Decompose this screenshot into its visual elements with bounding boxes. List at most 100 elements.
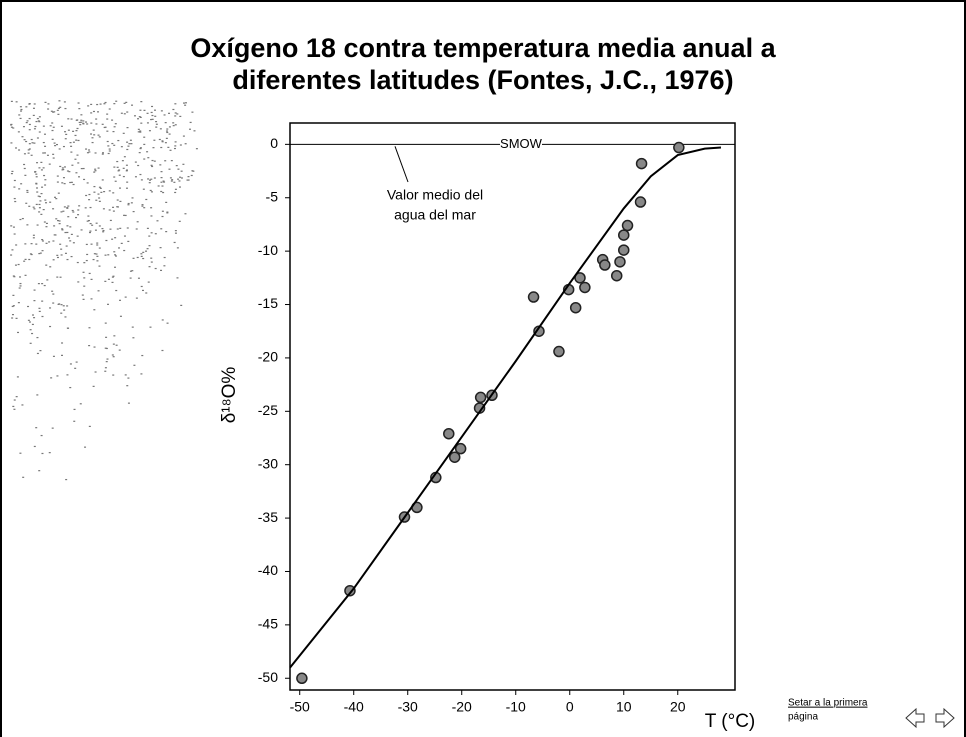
speckle [79, 403, 82, 405]
speckle [30, 253, 33, 256]
speckle [118, 169, 121, 171]
speckle [126, 111, 129, 113]
speckle [40, 192, 43, 195]
speckle [27, 319, 30, 321]
speckle [140, 255, 143, 257]
speckle [53, 234, 56, 236]
speckle [121, 160, 124, 162]
speckle [132, 210, 135, 213]
speckle [12, 405, 15, 408]
speckle [13, 233, 16, 235]
speckle [51, 427, 54, 429]
speckle [77, 139, 80, 142]
speckle [162, 180, 165, 182]
speckle [58, 220, 61, 222]
speckle [84, 446, 87, 448]
speckle [45, 264, 48, 266]
speckle [83, 178, 86, 181]
speckle [88, 149, 91, 151]
speckle [128, 143, 131, 145]
speckle [27, 305, 30, 308]
speckle [87, 105, 90, 107]
speckle [33, 289, 36, 291]
speckle [34, 171, 37, 173]
data-point [474, 391, 487, 404]
speckle [143, 207, 146, 209]
speckle [61, 228, 64, 230]
speckle [150, 111, 153, 114]
speckle [88, 151, 91, 153]
speckle [187, 176, 190, 178]
speckle [148, 245, 151, 247]
speckle [99, 103, 102, 105]
speckle [141, 205, 144, 207]
data-point [618, 244, 630, 256]
speckle [94, 371, 97, 373]
speckle [80, 119, 83, 121]
prev-arrow[interactable] [905, 707, 925, 729]
next-arrow[interactable] [935, 707, 955, 729]
speckle [52, 208, 55, 210]
speckle [65, 133, 68, 136]
speckle [98, 225, 101, 227]
speckle [109, 228, 112, 230]
speckle [143, 158, 146, 160]
speckle [131, 197, 134, 199]
speckle [69, 240, 72, 242]
speckle [57, 192, 60, 194]
speckle [45, 226, 48, 228]
speckle [113, 251, 116, 253]
speckle [52, 157, 55, 159]
speckle [101, 123, 104, 125]
speckle [75, 172, 78, 174]
y-tick-label: -50 [258, 669, 278, 685]
speckle [148, 182, 151, 184]
speckle [35, 203, 38, 206]
speckle [64, 252, 67, 254]
speckle [44, 199, 47, 201]
speckle [66, 305, 69, 307]
speckle [107, 254, 110, 256]
speckle [160, 228, 163, 230]
speckle [160, 177, 163, 179]
speckle [62, 305, 65, 307]
speckle [141, 204, 144, 206]
speckle [103, 103, 106, 105]
speckle [146, 122, 149, 124]
nav-hint[interactable]: Setar a la primera [788, 698, 868, 709]
speckle [90, 278, 93, 280]
speckle [90, 122, 93, 124]
data-point [296, 672, 308, 685]
speckle [80, 121, 83, 123]
speckle [88, 327, 91, 329]
speckle [120, 242, 123, 244]
x-tick-label: -20 [452, 699, 472, 715]
speckle [118, 247, 121, 249]
speckle [33, 208, 36, 210]
speckle [134, 161, 137, 163]
speckle [180, 304, 183, 307]
speckle [25, 202, 28, 204]
speckle [109, 219, 112, 222]
speckle [69, 363, 72, 365]
speckle [133, 115, 136, 117]
speckle [94, 170, 97, 172]
speckle [161, 185, 164, 187]
speckle [160, 171, 163, 173]
speckle [127, 240, 130, 243]
speckle [170, 180, 173, 182]
speckle [142, 257, 145, 260]
speckle [56, 181, 59, 183]
speckle [61, 169, 64, 171]
speckle [18, 149, 21, 151]
speckle [41, 300, 44, 302]
speckle [174, 124, 177, 126]
speckle [161, 319, 164, 321]
data-point [579, 281, 591, 294]
speckle [179, 115, 182, 118]
speckle [11, 314, 14, 316]
speckle [95, 123, 98, 125]
speckle [60, 304, 63, 306]
speckle [56, 276, 59, 278]
nav-hint[interactable]: página [788, 712, 818, 723]
